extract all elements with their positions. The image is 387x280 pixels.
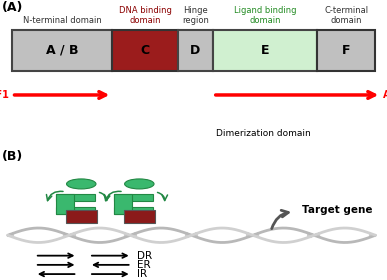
FancyBboxPatch shape bbox=[112, 30, 178, 71]
Text: (B): (B) bbox=[2, 150, 23, 163]
Text: C-terminal
domain: C-terminal domain bbox=[324, 6, 368, 25]
FancyBboxPatch shape bbox=[56, 194, 95, 201]
Circle shape bbox=[125, 179, 154, 189]
FancyBboxPatch shape bbox=[124, 210, 155, 223]
Text: F: F bbox=[342, 44, 351, 57]
Text: Hinge
region: Hinge region bbox=[182, 6, 209, 25]
Text: AF1: AF1 bbox=[0, 90, 10, 100]
Text: E: E bbox=[261, 44, 269, 57]
Text: Dimerization domain: Dimerization domain bbox=[216, 129, 310, 138]
FancyBboxPatch shape bbox=[114, 194, 132, 214]
FancyBboxPatch shape bbox=[114, 207, 153, 214]
Text: C: C bbox=[140, 44, 150, 57]
FancyBboxPatch shape bbox=[56, 207, 95, 214]
Text: ER: ER bbox=[137, 260, 151, 270]
FancyBboxPatch shape bbox=[66, 210, 97, 223]
Text: (A): (A) bbox=[2, 1, 23, 15]
Circle shape bbox=[67, 179, 96, 189]
Text: IR: IR bbox=[137, 269, 147, 279]
Text: A / B: A / B bbox=[46, 44, 78, 57]
Text: Ligand binding
domain: Ligand binding domain bbox=[234, 6, 296, 25]
FancyBboxPatch shape bbox=[12, 30, 112, 71]
FancyBboxPatch shape bbox=[213, 30, 317, 71]
FancyBboxPatch shape bbox=[317, 30, 375, 71]
Text: D: D bbox=[190, 44, 200, 57]
Text: AF2: AF2 bbox=[383, 90, 387, 100]
FancyBboxPatch shape bbox=[178, 30, 213, 71]
Text: DNA binding
domain: DNA binding domain bbox=[119, 6, 171, 25]
FancyBboxPatch shape bbox=[56, 194, 74, 214]
FancyBboxPatch shape bbox=[114, 194, 153, 201]
Text: DR: DR bbox=[137, 251, 152, 261]
Text: N-terminal domain: N-terminal domain bbox=[22, 16, 101, 25]
Text: Target gene: Target gene bbox=[302, 205, 372, 215]
